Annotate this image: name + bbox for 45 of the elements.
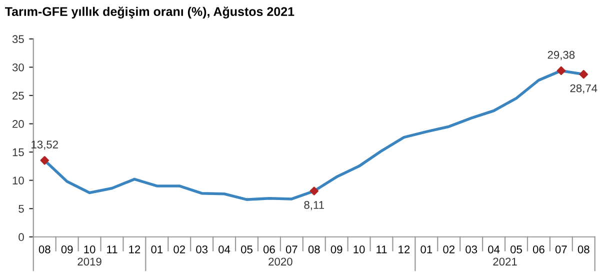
x-tick-label: 02	[443, 246, 454, 254]
point	[579, 70, 588, 79]
x-tick-label: 07	[286, 246, 298, 254]
point	[556, 66, 566, 76]
data-label: 29,38	[548, 50, 575, 60]
y-tick-label: 15	[12, 148, 24, 156]
x-tick-label: 09	[330, 246, 342, 254]
x-tick-label: 10	[354, 246, 365, 254]
y-tick-label: 20	[12, 120, 24, 128]
x-tick-label: 12	[129, 246, 140, 254]
x-tick-label: 08	[38, 246, 50, 254]
y-tick-label: 35	[12, 35, 24, 44]
x-tick-label: 11	[376, 246, 387, 254]
data-label: 28,74	[570, 84, 598, 94]
point	[310, 186, 318, 196]
x-tick-label: 01	[420, 246, 432, 254]
x-tick-label: 01	[151, 246, 163, 254]
x-tick-label: 05	[241, 246, 252, 254]
x-tick-label: 02	[174, 246, 185, 254]
data-label: 8,11	[304, 201, 324, 210]
x-tick-label: 11	[107, 246, 118, 254]
x-tick-label: 04	[218, 246, 230, 254]
data-label: 13,52	[32, 140, 58, 150]
x-tick-label: 10	[84, 246, 96, 254]
chart-title: Tarım-GFE yıllık değişim oranı (%), Ağustos 2021	[4, 6, 294, 19]
x-tick-label: 06	[532, 246, 544, 254]
x-tick-label: 07	[555, 246, 567, 254]
y-tick-label: 10	[12, 176, 24, 184]
point	[40, 156, 49, 165]
x-tick-label: 04	[488, 246, 500, 254]
x-tick-label: 08	[578, 246, 590, 254]
text: 2019	[78, 258, 102, 266]
x-tick-label: 03	[466, 246, 478, 254]
text: 2021	[493, 258, 517, 266]
x-tick-label: 08	[308, 246, 320, 254]
y-tick-label: 30	[12, 63, 24, 72]
y-tick-label: 5	[18, 204, 24, 213]
x-tick-label: 12	[398, 246, 410, 254]
x-tick-label: 05	[510, 246, 522, 254]
text: 2020	[268, 258, 292, 266]
y-tick-label: 0	[18, 233, 24, 242]
x-tick-label: 09	[61, 246, 73, 254]
x-tick-label: 03	[196, 246, 208, 254]
x-tick-label: 06	[263, 246, 275, 254]
y-tick-label: 25	[12, 92, 24, 100]
